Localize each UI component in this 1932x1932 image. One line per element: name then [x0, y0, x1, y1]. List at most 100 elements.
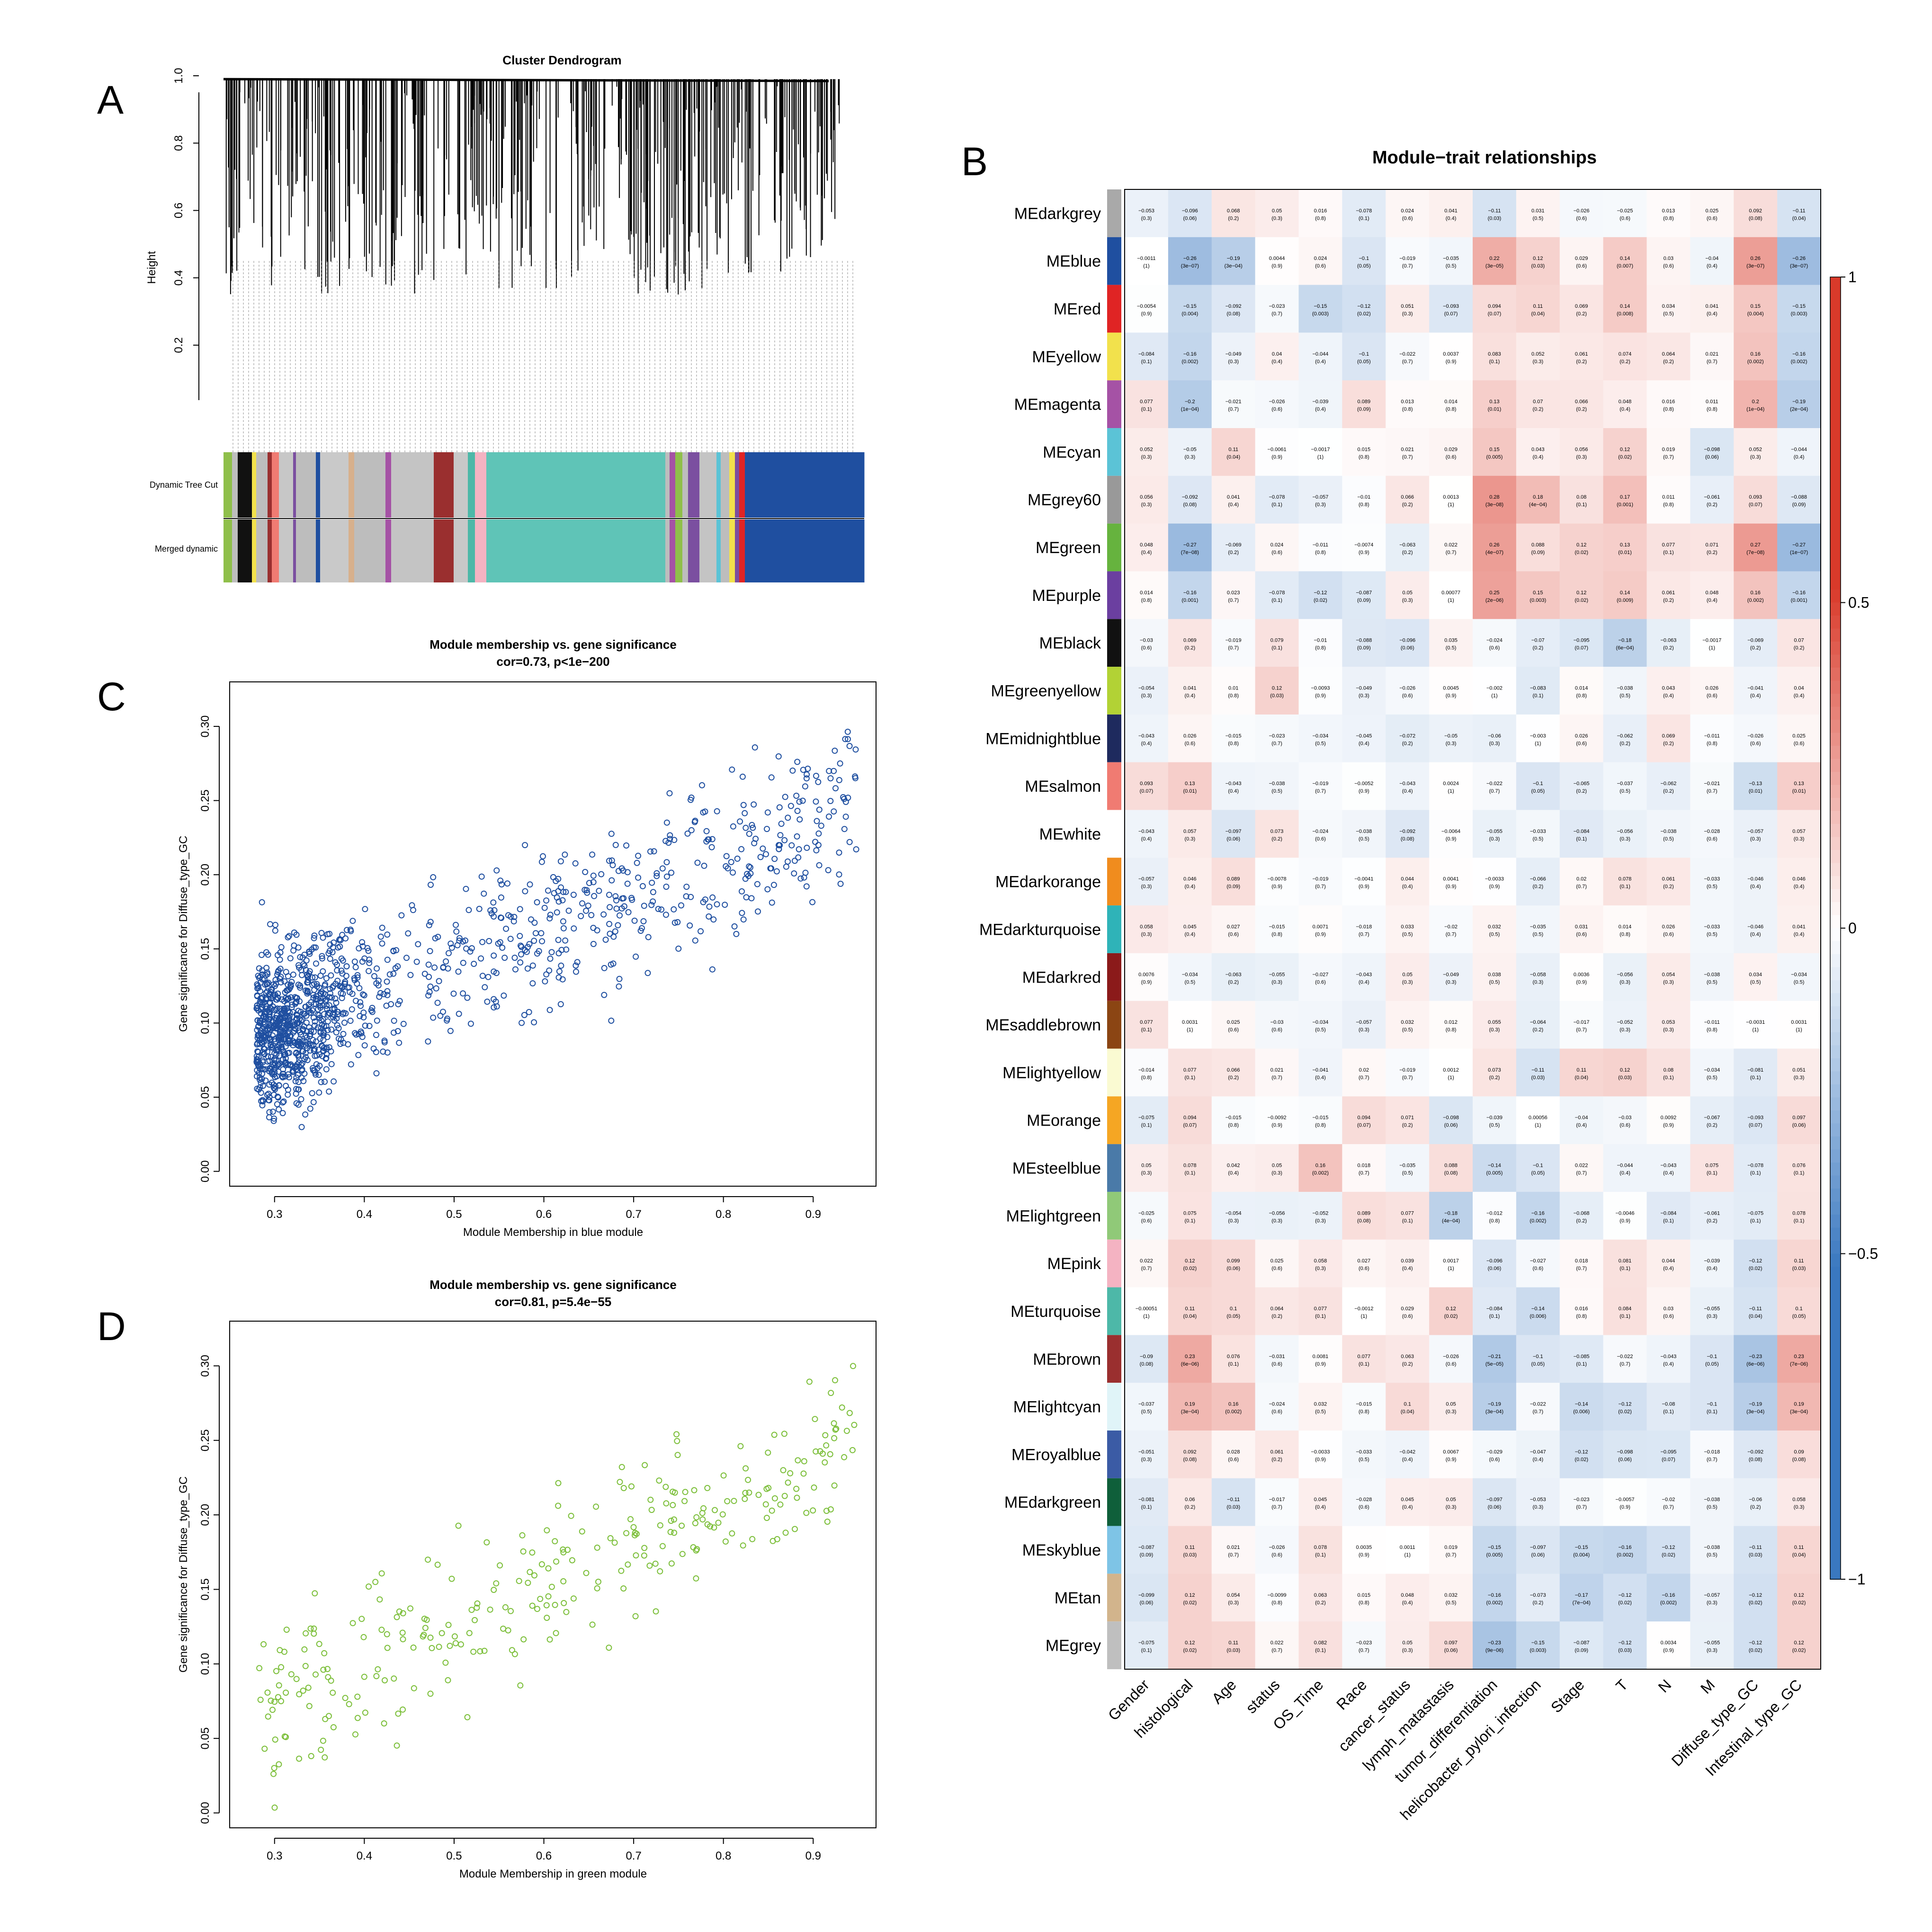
heatmap-cell — [1646, 285, 1690, 333]
legend-gradient-step — [1830, 1566, 1841, 1580]
heatmap-cell-value: −0.12 — [1619, 1592, 1632, 1598]
heatmap-cell-pvalue: (0.6) — [1619, 215, 1630, 221]
heatmap-cell-value: −0.078 — [1356, 208, 1372, 214]
heatmap-cell-pvalue: (0.08) — [1792, 1457, 1806, 1462]
heatmap-cell-pvalue: (0.9) — [1576, 979, 1587, 985]
heatmap-cell-pvalue: (0.5) — [1794, 979, 1805, 985]
heatmap-row-label: MEdarkorange — [995, 873, 1101, 891]
scatter-point — [388, 1001, 394, 1008]
scatter-blue-title: Module membership vs. gene significance — [429, 637, 677, 652]
heatmap-cell-pvalue: (0.3) — [1446, 1409, 1457, 1415]
scatter-point — [792, 1526, 798, 1532]
heatmap-cell-pvalue: (0.2) — [1533, 884, 1544, 890]
heatmap-cell-pvalue: (0.9) — [1446, 693, 1457, 698]
scatter-point — [590, 872, 597, 879]
heatmap-cell — [1734, 523, 1778, 572]
color-bar-dynamic-purple — [293, 452, 296, 518]
scatter-point — [639, 883, 646, 889]
heatmap-cell — [1211, 1001, 1256, 1049]
heatmap-cell — [1559, 1001, 1604, 1049]
color-bar-merged-purple — [293, 519, 296, 582]
heatmap-cell-value: −0.11 — [1749, 1306, 1762, 1312]
scatter-point — [574, 959, 581, 966]
heatmap-cell — [1429, 810, 1473, 858]
heatmap-cell — [1211, 1335, 1256, 1383]
scatter-point — [690, 1544, 697, 1550]
heatmap-cell-pvalue: (3e−05) — [1485, 263, 1503, 269]
scatter-point — [262, 1013, 269, 1020]
scatter-point — [765, 1485, 772, 1491]
heatmap-cell-pvalue: (0.2) — [1576, 359, 1587, 365]
color-bar-merged-grey — [665, 519, 670, 582]
heatmap-cell — [1298, 1287, 1342, 1335]
scatter-point — [627, 1516, 634, 1522]
scatter-point — [844, 728, 851, 735]
scatter-point — [334, 967, 340, 974]
heatmap-cell-pvalue: (0.006) — [1530, 1314, 1546, 1319]
scatter-point — [751, 801, 757, 808]
scatter-point — [384, 988, 391, 994]
heatmap-cell-pvalue: (0.3) — [1359, 1027, 1369, 1033]
scatter-point — [307, 1047, 313, 1054]
heatmap-cell-pvalue: (0.3) — [1750, 836, 1761, 842]
heatmap-cell-pvalue: (0.4) — [1402, 1600, 1413, 1606]
scatter-point — [578, 913, 584, 920]
heatmap-cell-pvalue: (3e−04) — [1181, 1409, 1199, 1415]
heatmap-cell-value: 0.04 — [1794, 685, 1804, 691]
heatmap-cell-value: 0.05 — [1446, 1497, 1456, 1503]
heatmap-cell-value: −0.12 — [1575, 1449, 1588, 1455]
heatmap-cell-value: −0.026 — [1443, 1354, 1459, 1360]
scatter-point — [842, 799, 849, 805]
scatter-point — [290, 947, 297, 954]
heatmap-cell-pvalue: (0.9) — [1446, 1457, 1457, 1462]
heatmap-cell — [1255, 810, 1299, 858]
heatmap-cell-pvalue: (0.4) — [1576, 1123, 1587, 1128]
heatmap-cell — [1603, 1430, 1647, 1479]
heatmap-cell-value: 0.078 — [1792, 1210, 1806, 1216]
scatter-point — [585, 903, 591, 909]
heatmap-cell-value: 0.0041 — [1443, 877, 1459, 882]
heatmap-cell — [1429, 1621, 1473, 1670]
scatter-point — [335, 1009, 341, 1015]
heatmap-cell-pvalue: (0.05) — [1357, 359, 1371, 365]
scatter-point — [263, 995, 269, 1002]
scatter-point — [557, 1001, 564, 1008]
scatter-point — [423, 1617, 430, 1623]
scatter-point — [266, 1057, 273, 1064]
heatmap-cell — [1603, 1383, 1647, 1431]
heatmap-cell — [1516, 1191, 1560, 1240]
heatmap-cell-pvalue: (0.7) — [1359, 1648, 1369, 1654]
heatmap-cell — [1342, 1478, 1386, 1527]
scatter-point — [294, 995, 300, 1002]
scatter-point — [319, 1021, 325, 1028]
heatmap-cell-pvalue: (0.3) — [1141, 693, 1152, 698]
heatmap-cell — [1125, 332, 1169, 381]
scatter-point — [618, 1464, 625, 1470]
scatter-point — [740, 916, 747, 923]
scatter-point — [377, 933, 384, 940]
scatter-point — [354, 974, 361, 981]
heatmap-cell-pvalue: (0.2) — [1663, 884, 1674, 890]
scatter-point — [813, 1448, 819, 1455]
scatter-point — [374, 1017, 380, 1024]
scatter-point — [272, 921, 278, 928]
heatmap-cell-pvalue: (0.2) — [1576, 788, 1587, 794]
heatmap-cell-value: −0.041 — [1747, 685, 1763, 691]
scatter-point — [537, 1596, 544, 1602]
heatmap-cell-value: −0.041 — [1312, 1067, 1328, 1073]
scatter-point — [634, 859, 640, 866]
y-tick-label: 0.15 — [199, 1578, 212, 1601]
heatmap-cell-value: −0.1 — [1707, 1402, 1717, 1407]
heatmap-row-label: MElightcyan — [1013, 1398, 1101, 1416]
heatmap-cell — [1125, 667, 1169, 715]
heatmap-cell — [1559, 810, 1604, 858]
scatter-point — [849, 1447, 856, 1453]
scatter-point — [326, 1002, 332, 1009]
heatmap-cell-pvalue: (0.05) — [1531, 1171, 1545, 1176]
heatmap-cell-value: −0.0092 — [1268, 1115, 1287, 1121]
legend-gradient-step — [1830, 1084, 1841, 1098]
scatter-point — [618, 1567, 625, 1574]
heatmap-cell-pvalue: (0.01) — [1618, 550, 1632, 555]
scatter-point — [595, 1578, 601, 1585]
heatmap-cell-pvalue: (0.4) — [1750, 884, 1761, 890]
